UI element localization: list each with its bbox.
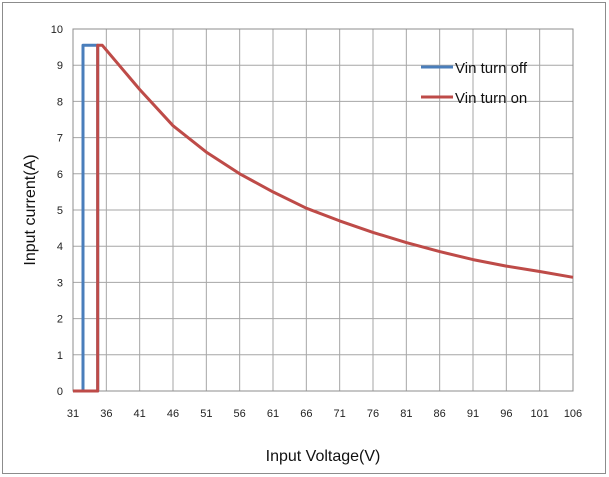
chart-svg: 31 36 41 46 51 56 61 66 71 76 81 86 91 96 101 106012345… [22, 24, 582, 465]
series-line-vin-turn-on [73, 43, 574, 393]
x-tick-label: 66 [300, 408, 312, 420]
x-tick-label: 36 [100, 408, 112, 420]
y-tick-label: 4 [57, 241, 63, 253]
x-tick-label: 51 [200, 408, 212, 420]
grid [72, 28, 574, 392]
legend: Vin turn off Vin turn on [421, 60, 528, 107]
x-tick-label: 76 [367, 408, 379, 420]
y-tick-label: 8 [57, 96, 63, 108]
y-tick-label: 1 [57, 350, 63, 362]
y-tick-label: 6 [57, 169, 63, 181]
y-tick-label: 0 [57, 386, 63, 398]
x-tick-label: 41 [134, 408, 146, 420]
series-line-vin-turn-off [73, 43, 100, 393]
x-tick-label: 86 [434, 408, 446, 420]
legend-label: Vin turn on [455, 90, 527, 107]
y-tick-label: 7 [57, 133, 63, 145]
x-tick-label: 81 [400, 408, 412, 420]
x-axis-title: Input Voltage(V) [266, 448, 381, 465]
x-tick-label: 91 [467, 408, 479, 420]
x-tick-label: 71 [334, 408, 346, 420]
x-tick-label: 56 [234, 408, 246, 420]
tick-labels: 31 36 41 46 51 56 61 66 71 76 81 86 91 96 101 106012345… [51, 24, 582, 420]
legend-label: Vin turn off [455, 60, 528, 77]
y-tick-label: 2 [57, 314, 63, 326]
x-tick-label: 61 [267, 408, 279, 420]
y-tick-label: 9 [57, 60, 63, 72]
series-lines [73, 43, 574, 393]
x-tick-label: 106 [564, 408, 582, 420]
y-tick-label: 5 [57, 205, 63, 217]
plot-area [72, 28, 574, 392]
y-tick-label: 3 [57, 277, 63, 289]
y-tick-label: 10 [51, 24, 63, 36]
x-tick-label: 96 [500, 408, 512, 420]
x-tick-label: 31 [67, 408, 79, 420]
x-tick-label: 101 [530, 408, 548, 420]
x-tick-label: 46 [167, 408, 179, 420]
y-axis-title: Input current(A) [22, 154, 39, 265]
